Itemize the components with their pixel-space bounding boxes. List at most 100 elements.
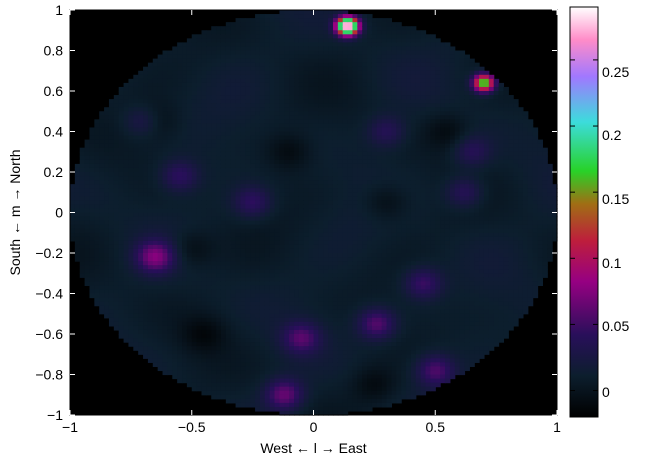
- heatmap-cell: [245, 188, 251, 193]
- heatmap-cell: [269, 269, 276, 274]
- heatmap-cell: [113, 180, 120, 185]
- heatmap-cell: [342, 22, 349, 27]
- heatmap-cell: [89, 281, 95, 286]
- heatmap-cell: [303, 30, 310, 35]
- heatmap-cell: [172, 305, 178, 311]
- heatmap-cell: [113, 309, 120, 315]
- heatmap-cell: [279, 99, 285, 104]
- heatmap-cell: [182, 269, 188, 274]
- heatmap-cell: [313, 277, 319, 282]
- heatmap-cell: [347, 293, 354, 299]
- heatmap-cell: [152, 188, 159, 193]
- heatmap-cell: [308, 30, 315, 35]
- heatmap-cell: [328, 342, 334, 347]
- heatmap-cell: [89, 293, 95, 299]
- heatmap-cell: [284, 167, 290, 173]
- heatmap-cell: [337, 297, 344, 303]
- heatmap-cell: [206, 370, 212, 376]
- heatmap-cell: [323, 123, 329, 129]
- heatmap-cell: [255, 240, 261, 246]
- heatmap-cell: [274, 261, 281, 266]
- heatmap-cell: [99, 261, 105, 266]
- heatmap-cell: [225, 342, 232, 347]
- heatmap-cell: [230, 62, 237, 68]
- heatmap-cell: [225, 208, 232, 214]
- heatmap-cell: [216, 346, 222, 351]
- heatmap-cell: [362, 111, 368, 116]
- heatmap-cell: [264, 46, 271, 52]
- heatmap-cell: [245, 111, 251, 116]
- heatmap-cell: [269, 18, 276, 23]
- heatmap-cell: [308, 305, 315, 311]
- heatmap-cell: [357, 342, 363, 347]
- heatmap-cell: [186, 236, 193, 242]
- heatmap-cell: [259, 362, 266, 367]
- heatmap-cell: [294, 216, 300, 222]
- heatmap-cell: [362, 265, 368, 270]
- heatmap-cell: [313, 143, 319, 149]
- heatmap-cell: [279, 78, 285, 84]
- heatmap-cell: [332, 293, 339, 299]
- heatmap-cell: [294, 91, 300, 96]
- heatmap-cell: [196, 208, 203, 214]
- heatmap-cell: [118, 91, 125, 96]
- heatmap-cell: [216, 334, 222, 339]
- heatmap-cell: [250, 317, 256, 323]
- heatmap-cell: [118, 289, 125, 295]
- heatmap-cell: [352, 107, 358, 112]
- heatmap-cell: [182, 103, 188, 108]
- heatmap-cell: [152, 151, 159, 157]
- heatmap-cell: [332, 313, 339, 319]
- heatmap-cell: [216, 281, 222, 286]
- heatmap-cell: [172, 86, 178, 92]
- heatmap-cell: [191, 127, 198, 133]
- heatmap-cell: [240, 119, 246, 124]
- heatmap-cell: [235, 289, 242, 295]
- heatmap-cell: [206, 46, 212, 52]
- heatmap-cell: [196, 155, 203, 161]
- heatmap-cell: [186, 143, 193, 149]
- heatmap-cell: [196, 204, 203, 210]
- heatmap-cell: [289, 167, 295, 173]
- heatmap-cell: [308, 297, 315, 303]
- heatmap-cell: [250, 261, 256, 266]
- heatmap-cell: [133, 297, 139, 303]
- heatmap-cell: [303, 74, 310, 80]
- heatmap-cell: [108, 111, 115, 116]
- heatmap-cell: [250, 390, 256, 396]
- heatmap-cell: [245, 103, 251, 108]
- heatmap-cell: [225, 216, 232, 222]
- heatmap-cell: [318, 261, 324, 266]
- heatmap-cell: [332, 167, 339, 173]
- heatmap-cell: [216, 248, 222, 254]
- heatmap-cell: [352, 66, 358, 72]
- heatmap-cell: [284, 293, 290, 299]
- heatmap-cell: [298, 410, 305, 416]
- heatmap-cell: [113, 204, 120, 210]
- heatmap-cell: [240, 38, 246, 43]
- heatmap-cell: [274, 240, 281, 246]
- heatmap-cell: [186, 123, 193, 129]
- heatmap-cell: [362, 38, 368, 43]
- heatmap-cell: [211, 277, 217, 282]
- heatmap-cell: [152, 240, 159, 246]
- heatmap-cell: [206, 334, 212, 339]
- heatmap-cell: [172, 163, 178, 169]
- heatmap-cell: [245, 273, 251, 278]
- heatmap-cell: [337, 346, 344, 351]
- heatmap-cell: [157, 305, 164, 311]
- heatmap-cell: [104, 204, 110, 210]
- heatmap-cell: [216, 374, 222, 380]
- heatmap-cell: [138, 184, 144, 189]
- heatmap-cell: [147, 240, 154, 246]
- heatmap-cell: [357, 82, 363, 88]
- heatmap-cell: [191, 131, 198, 137]
- heatmap-cell: [220, 285, 227, 291]
- heatmap-cell: [201, 265, 207, 270]
- heatmap-cell: [323, 180, 329, 185]
- heatmap-cell: [235, 273, 242, 278]
- heatmap-cell: [245, 34, 251, 39]
- heatmap-cell: [157, 66, 164, 72]
- heatmap-cell: [342, 82, 349, 88]
- heatmap-cell: [235, 305, 242, 311]
